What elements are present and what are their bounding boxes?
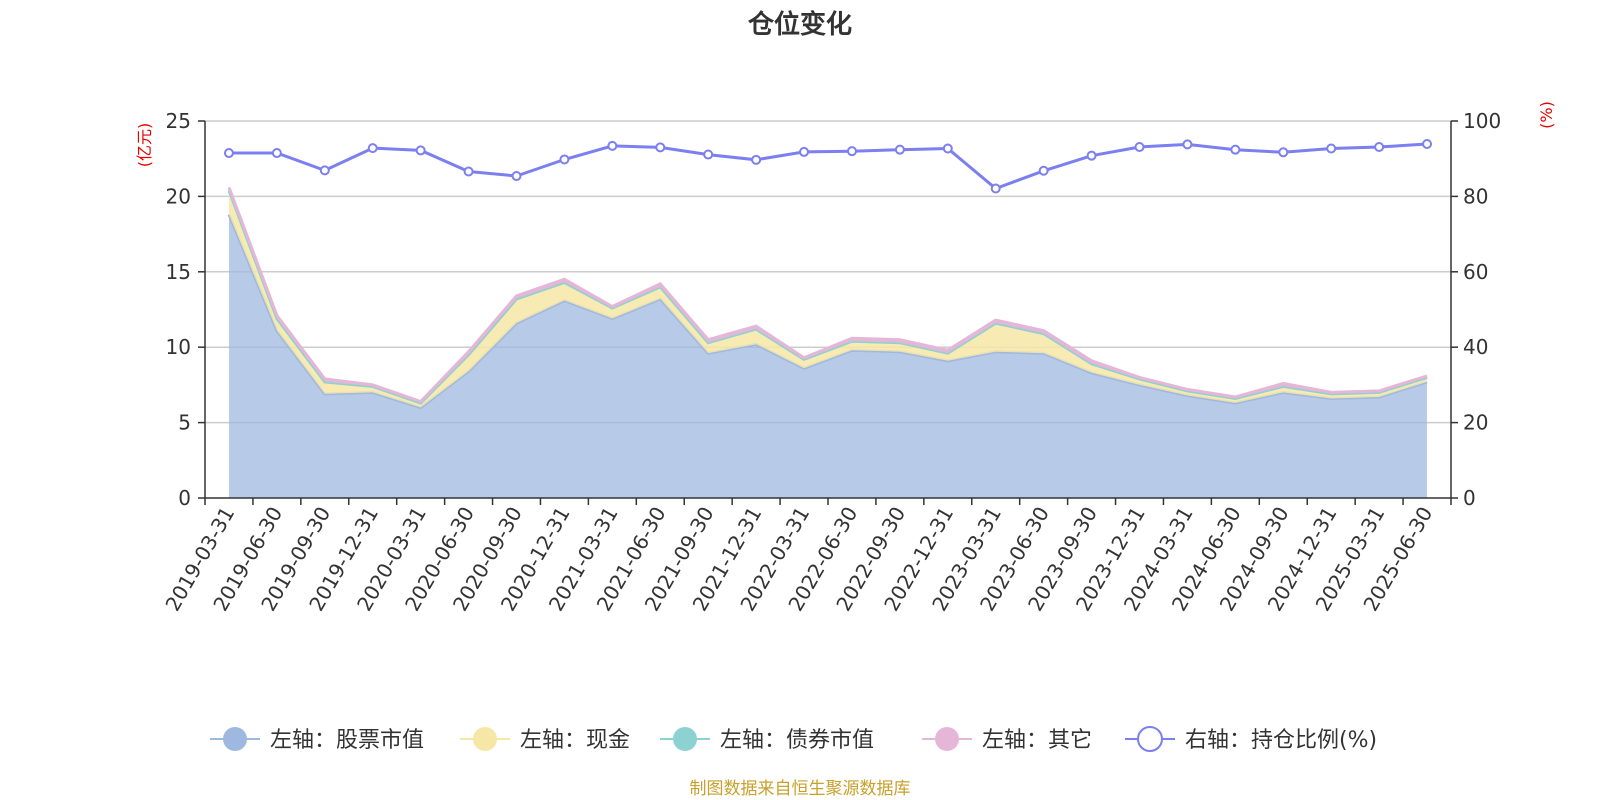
ratio-point [1278,147,1289,158]
ratio-point [1230,144,1241,155]
legend-item[interactable]: 左轴：现金 [460,727,630,753]
legend-marker [673,727,697,751]
ratio-point [655,142,666,153]
ratio-point [751,154,762,165]
ratio-point [1182,139,1193,150]
right-tick-label: 20 [1463,411,1488,435]
ratio-point [703,149,714,160]
legend-item[interactable]: 右轴：持仓比例(%) [1125,726,1377,753]
legend-marker [223,727,247,751]
left-tick-label: 15 [166,260,191,284]
right-tick-label: 80 [1463,184,1488,208]
left-axis-unit: (亿元) [135,123,154,168]
ratio-line-layer [223,138,1433,194]
area-layer [227,186,1428,498]
ratio-point [463,166,474,177]
legend-label: 左轴：债券市值 [720,728,874,753]
ratio-point [1038,165,1049,176]
ratio-point [511,171,522,182]
ratio-point [942,143,953,154]
ratio-point [1134,142,1145,153]
legend-item[interactable]: 左轴：股票市值 [210,727,424,753]
legend-marker [473,727,497,751]
ratio-point [1422,138,1433,149]
ratio-point [367,143,378,154]
legend-label: 左轴：股票市值 [270,728,424,753]
right-tick-label: 60 [1463,260,1488,284]
ratio-point [223,148,234,159]
ratio-point [319,165,330,176]
left-tick-label: 20 [166,184,191,208]
ratio-point [846,146,857,157]
area-series-1 [229,190,1427,408]
ratio-point [799,146,810,157]
right-tick-label: 0 [1463,486,1476,510]
ratio-point [1086,150,1097,161]
ratio-point [607,140,618,151]
data-source-note: 制图数据来自恒生聚源数据库 [690,779,911,799]
area-edge-3 [227,186,1428,404]
legend-label: 左轴：现金 [520,728,630,753]
legend-marker [935,727,959,751]
ratio-point [415,145,426,156]
right-tick-label: 40 [1463,335,1488,359]
legend-item[interactable]: 左轴：其它 [922,727,1092,753]
ratio-point [1374,142,1385,153]
left-tick-label: 0 [178,486,191,510]
legend-item[interactable]: 左轴：债券市值 [660,727,874,753]
ratio-point [559,154,570,165]
legend[interactable]: 左轴：股票市值 左轴：现金 左轴：债券市值 左轴：其它 右轴：持仓比例(%) [210,726,1377,753]
legend-label: 右轴：持仓比例(%) [1185,728,1377,753]
legend-label: 左轴：其它 [982,728,1092,753]
left-tick-label: 5 [178,411,191,435]
ratio-point [990,183,1001,194]
ratio-point [1326,143,1337,154]
legend-marker [1137,726,1163,752]
right-tick-label: 100 [1463,109,1501,133]
area-series-0 [229,214,1427,498]
ratio-point [894,144,905,155]
ratio-line [229,142,1428,191]
chart-title: 仓位变化 [747,9,852,40]
right-axis-unit: (%) [1537,101,1556,129]
ratio-point [271,148,282,159]
left-tick-label: 10 [166,335,191,359]
left-tick-label: 25 [166,109,191,133]
